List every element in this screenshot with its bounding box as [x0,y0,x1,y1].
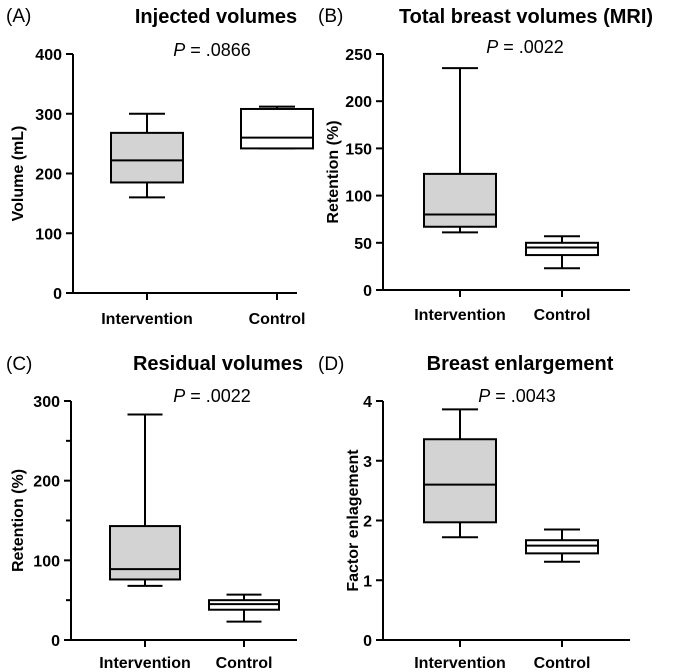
panel-2: (B) Total breast volumes (MRI) P = .0022 Re… [318,6,653,324]
y-tick-label: 300 [35,107,62,124]
box-control [208,593,280,623]
panel-1: (A) Injected volumes P = .0866 Volume (mL) 0… [6,6,314,328]
y-tick-label: 0 [53,286,62,303]
p-value-annotation: P = .0043 [478,386,556,406]
panel-title: Injected volumes [135,6,297,28]
y-axis-title: Retention (%) [325,120,342,223]
x-category-label: Control [249,311,306,328]
y-tick-label: 200 [33,474,60,491]
panel-label: (A) [6,6,31,27]
box-intervention [109,413,181,587]
x-category-label: Intervention [414,655,506,672]
y-tick-label: 2 [363,514,372,531]
y-tick-label: 1 [363,573,372,590]
iqr-box [109,525,181,581]
y-axis-title: Factor enlagement [345,449,362,592]
x-category-label: Intervention [99,655,191,672]
y-tick-label: 300 [33,394,60,411]
x-category-label: Intervention [414,307,506,324]
panel-title: Residual volumes [133,353,303,375]
panel-title: Breast enlargement [427,353,614,375]
y-axis-title: Retention (%) [10,469,27,572]
p-value: = .0022 [498,37,564,57]
panel-3: (C) Residual volumes P = .0022 Retention (%… [6,353,303,672]
y-tick-label: 100 [35,226,62,243]
y-tick-label: 200 [345,94,372,111]
p-symbol: P [478,386,490,406]
y-axis-title: Volume (mL) [10,126,27,222]
iqr-box [240,107,314,150]
y-tick-label: 200 [35,167,62,184]
y-tick-label: 150 [345,141,372,158]
x-category-label: Intervention [101,311,193,328]
x-category-label: Control [216,655,273,672]
iqr-box [525,241,599,257]
p-value-annotation: P = .0022 [486,37,564,57]
y-tick-label: 50 [354,236,372,253]
p-symbol: P [486,37,498,57]
x-category-label: Control [534,307,591,324]
box-control [240,105,314,150]
p-value-annotation: P = .0022 [173,386,251,406]
box-intervention [110,112,184,199]
panel-label: (D) [318,354,344,375]
y-tick-label: 250 [345,47,372,64]
p-value: = .0043 [490,386,556,406]
box-control [525,235,599,270]
iqr-box [423,438,497,524]
y-tick-label: 0 [51,633,60,650]
panel-label: (C) [6,354,32,375]
box-intervention [423,67,497,234]
y-tick-label: 4 [363,394,372,411]
y-tick-label: 100 [33,553,60,570]
p-symbol: P [173,386,185,406]
y-tick-label: 0 [363,633,372,650]
y-tick-label: 400 [35,47,62,64]
iqr-box [525,539,599,555]
panel-label: (B) [318,6,343,27]
panel-title: Total breast volumes (MRI) [399,6,653,28]
p-value: = .0866 [185,40,251,60]
iqr-box [423,172,497,228]
y-tick-label: 100 [345,189,372,206]
y-tick-label: 3 [363,454,372,471]
p-value-annotation: P = .0866 [173,40,251,60]
y-tick-label: 0 [363,283,372,300]
p-symbol: P [173,40,185,60]
box-control [525,528,599,563]
box-intervention [423,408,497,539]
panel-4: (D) Breast enlargement P = .0043 Factor enl… [318,353,630,672]
p-value: = .0022 [185,386,251,406]
iqr-box [110,131,184,184]
x-category-label: Control [534,655,591,672]
